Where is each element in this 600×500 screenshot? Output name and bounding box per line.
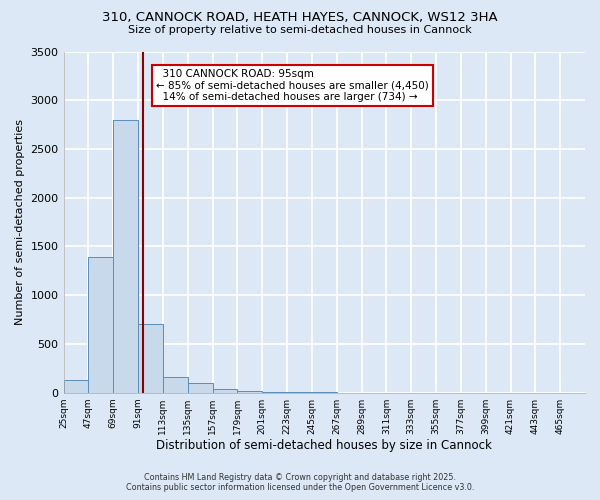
Bar <box>212 389 238 392</box>
Bar <box>138 324 163 392</box>
Bar <box>64 380 88 392</box>
Bar <box>238 391 262 392</box>
Text: 310, CANNOCK ROAD, HEATH HAYES, CANNOCK, WS12 3HA: 310, CANNOCK ROAD, HEATH HAYES, CANNOCK,… <box>102 11 498 24</box>
Bar <box>88 257 113 392</box>
Bar <box>113 120 138 392</box>
X-axis label: Distribution of semi-detached houses by size in Cannock: Distribution of semi-detached houses by … <box>157 440 492 452</box>
Bar <box>163 377 188 392</box>
Text: Contains HM Land Registry data © Crown copyright and database right 2025.
Contai: Contains HM Land Registry data © Crown c… <box>126 473 474 492</box>
Text: Size of property relative to semi-detached houses in Cannock: Size of property relative to semi-detach… <box>128 25 472 35</box>
Bar <box>188 384 212 392</box>
Y-axis label: Number of semi-detached properties: Number of semi-detached properties <box>15 119 25 325</box>
Text: 310 CANNOCK ROAD: 95sqm  
← 85% of semi-detached houses are smaller (4,450)
  14: 310 CANNOCK ROAD: 95sqm ← 85% of semi-de… <box>156 69 429 102</box>
